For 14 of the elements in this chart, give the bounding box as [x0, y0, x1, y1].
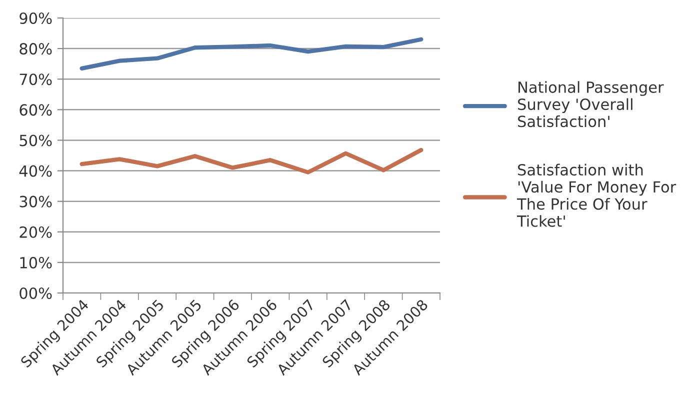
legend-label: National Passenger Survey 'Overall Satisfaction'	[518, 81, 664, 128]
y-tick-label: 70%	[20, 74, 52, 86]
y-tick-label: 90%	[20, 12, 52, 24]
y-tick-label: 10%	[20, 256, 52, 268]
y-tick-label: 50%	[20, 134, 52, 146]
legend-label: Satisfaction with 'Value For Money For The Price Of Your Ticket'	[516, 164, 676, 227]
line-series	[80, 37, 424, 70]
y-tick-label: 60%	[20, 104, 52, 116]
y-tick-label: 80%	[20, 43, 52, 55]
y-tick-label: 20%	[20, 226, 52, 238]
y-tick-label: 00%	[20, 287, 52, 300]
line-series	[80, 148, 424, 174]
y-tick-label: 30%	[20, 196, 52, 208]
y-tick-label: 40%	[19, 165, 52, 177]
